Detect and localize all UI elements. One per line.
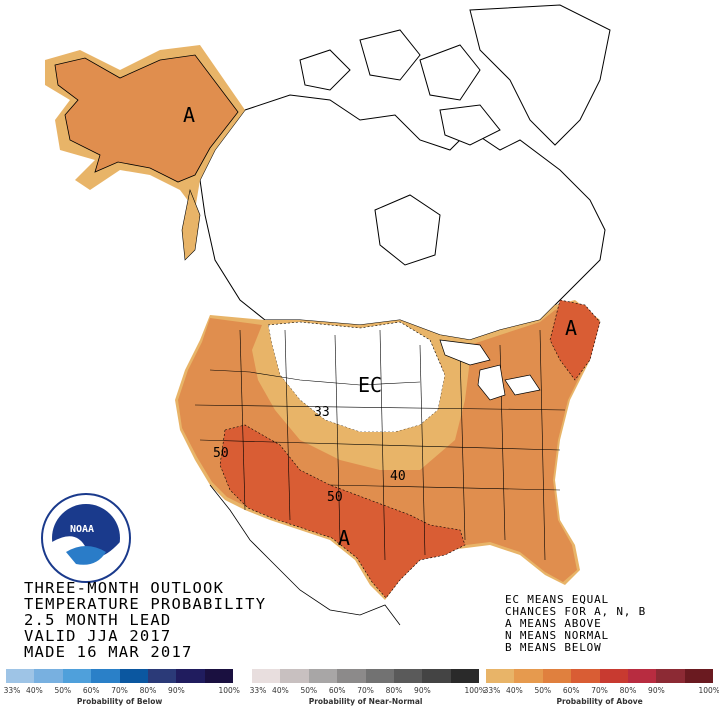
scale-swatch — [62, 669, 92, 683]
scale-tick-label: 60% — [328, 686, 346, 695]
scale-caption: Probability of Below — [76, 697, 163, 706]
scale-below — [6, 669, 234, 683]
title-line-5: MADE 16 MAR 2017 — [24, 643, 193, 661]
legend-note-4: N MEANS NORMAL — [505, 629, 609, 642]
ec-label: EC — [358, 373, 382, 397]
scale-tick-label: 60% — [562, 686, 580, 695]
land-outline — [199, 4, 611, 341]
alaska-region — [45, 45, 245, 261]
scale-tick-label: 50% — [300, 686, 318, 695]
scale-swatch — [627, 669, 657, 683]
alaska-label: A — [183, 103, 195, 127]
scale-swatch — [542, 669, 572, 683]
scale-swatch — [6, 669, 35, 683]
scale-tick-label: 33% — [249, 686, 267, 695]
scale-tick-label: 33% — [483, 686, 501, 695]
scale-swatch — [486, 669, 515, 683]
scale-tick-label: 100% — [698, 686, 719, 695]
scale-swatch — [91, 669, 120, 683]
scale-tick-label: 50% — [54, 686, 72, 695]
scale-swatch — [365, 669, 394, 683]
scale-swatch — [514, 669, 543, 683]
scale-swatch — [337, 669, 366, 683]
scale-tick-label: 40% — [506, 686, 523, 695]
map-labels: A A A EC 33 40 50 50 — [183, 103, 577, 550]
scale-tick-label: 80% — [385, 686, 403, 695]
scale-tick-label: 90% — [648, 686, 665, 695]
scale-swatch — [450, 669, 480, 683]
scale-swatch — [684, 669, 714, 683]
scale-swatch — [204, 669, 234, 683]
noaa-logo-text: NOAA — [70, 524, 94, 535]
scale-tick-label: 60% — [82, 686, 100, 695]
scale-tick-label: 70% — [111, 686, 128, 695]
scale-swatch — [252, 669, 281, 683]
scale-tick-label: 100% — [218, 686, 240, 695]
east-label: A — [565, 316, 577, 340]
scale-tick-label: 40% — [26, 686, 43, 695]
scale-tick-label: 50% — [534, 686, 552, 695]
scale-swatch — [656, 669, 685, 683]
scale-swatch — [119, 669, 148, 683]
contour-50-south-label: 50 — [327, 490, 343, 505]
noaa-logo: NOAA — [41, 493, 131, 583]
scale-swatch — [308, 669, 338, 683]
scale-tick-label: 70% — [591, 686, 608, 695]
scale-tick-label: 80% — [619, 686, 637, 695]
scale-tick-label: 100% — [464, 686, 486, 695]
scale-tick-label: 90% — [168, 686, 185, 695]
legend-note-3: A MEANS ABOVE — [505, 617, 602, 630]
contour-40-label: 40 — [390, 469, 406, 484]
legend-note-2: CHANCES FOR A, N, B — [505, 605, 647, 618]
conus-region — [175, 299, 601, 626]
scale-swatch — [393, 669, 423, 683]
title-line-4: VALID JJA 2017 — [24, 627, 172, 645]
legend-note-5: B MEANS BELOW — [505, 641, 602, 654]
scale-swatch — [571, 669, 600, 683]
contour-50-west-label: 50 — [213, 446, 229, 461]
title-line-3: 2.5 MONTH LEAD — [24, 611, 172, 629]
scale-above — [486, 669, 714, 683]
title-line-2: TEMPERATURE PROBABILITY — [24, 595, 267, 613]
scale-caption: Probability of Near-Normal — [308, 697, 423, 706]
scale-tick-label: 70% — [357, 686, 374, 695]
scale-swatch — [176, 669, 205, 683]
scale-swatch — [599, 669, 628, 683]
contour-33-label: 33 — [314, 405, 330, 420]
scale-swatch — [147, 669, 177, 683]
scale-caption: Probability of Above — [556, 697, 643, 706]
title-line-1: THREE-MONTH OUTLOOK — [24, 579, 225, 597]
scale-tick-label: 80% — [139, 686, 157, 695]
scale-near-normal — [252, 669, 480, 683]
scale-swatch — [422, 669, 451, 683]
scale-tick-label: 40% — [272, 686, 289, 695]
legend-note-1: EC MEANS EQUAL — [505, 593, 609, 606]
scale-swatch — [280, 669, 309, 683]
southwest-label: A — [338, 526, 350, 550]
scale-tick-label: 90% — [414, 686, 431, 695]
scale-tick-label: 33% — [3, 686, 21, 695]
scale-swatch — [34, 669, 63, 683]
